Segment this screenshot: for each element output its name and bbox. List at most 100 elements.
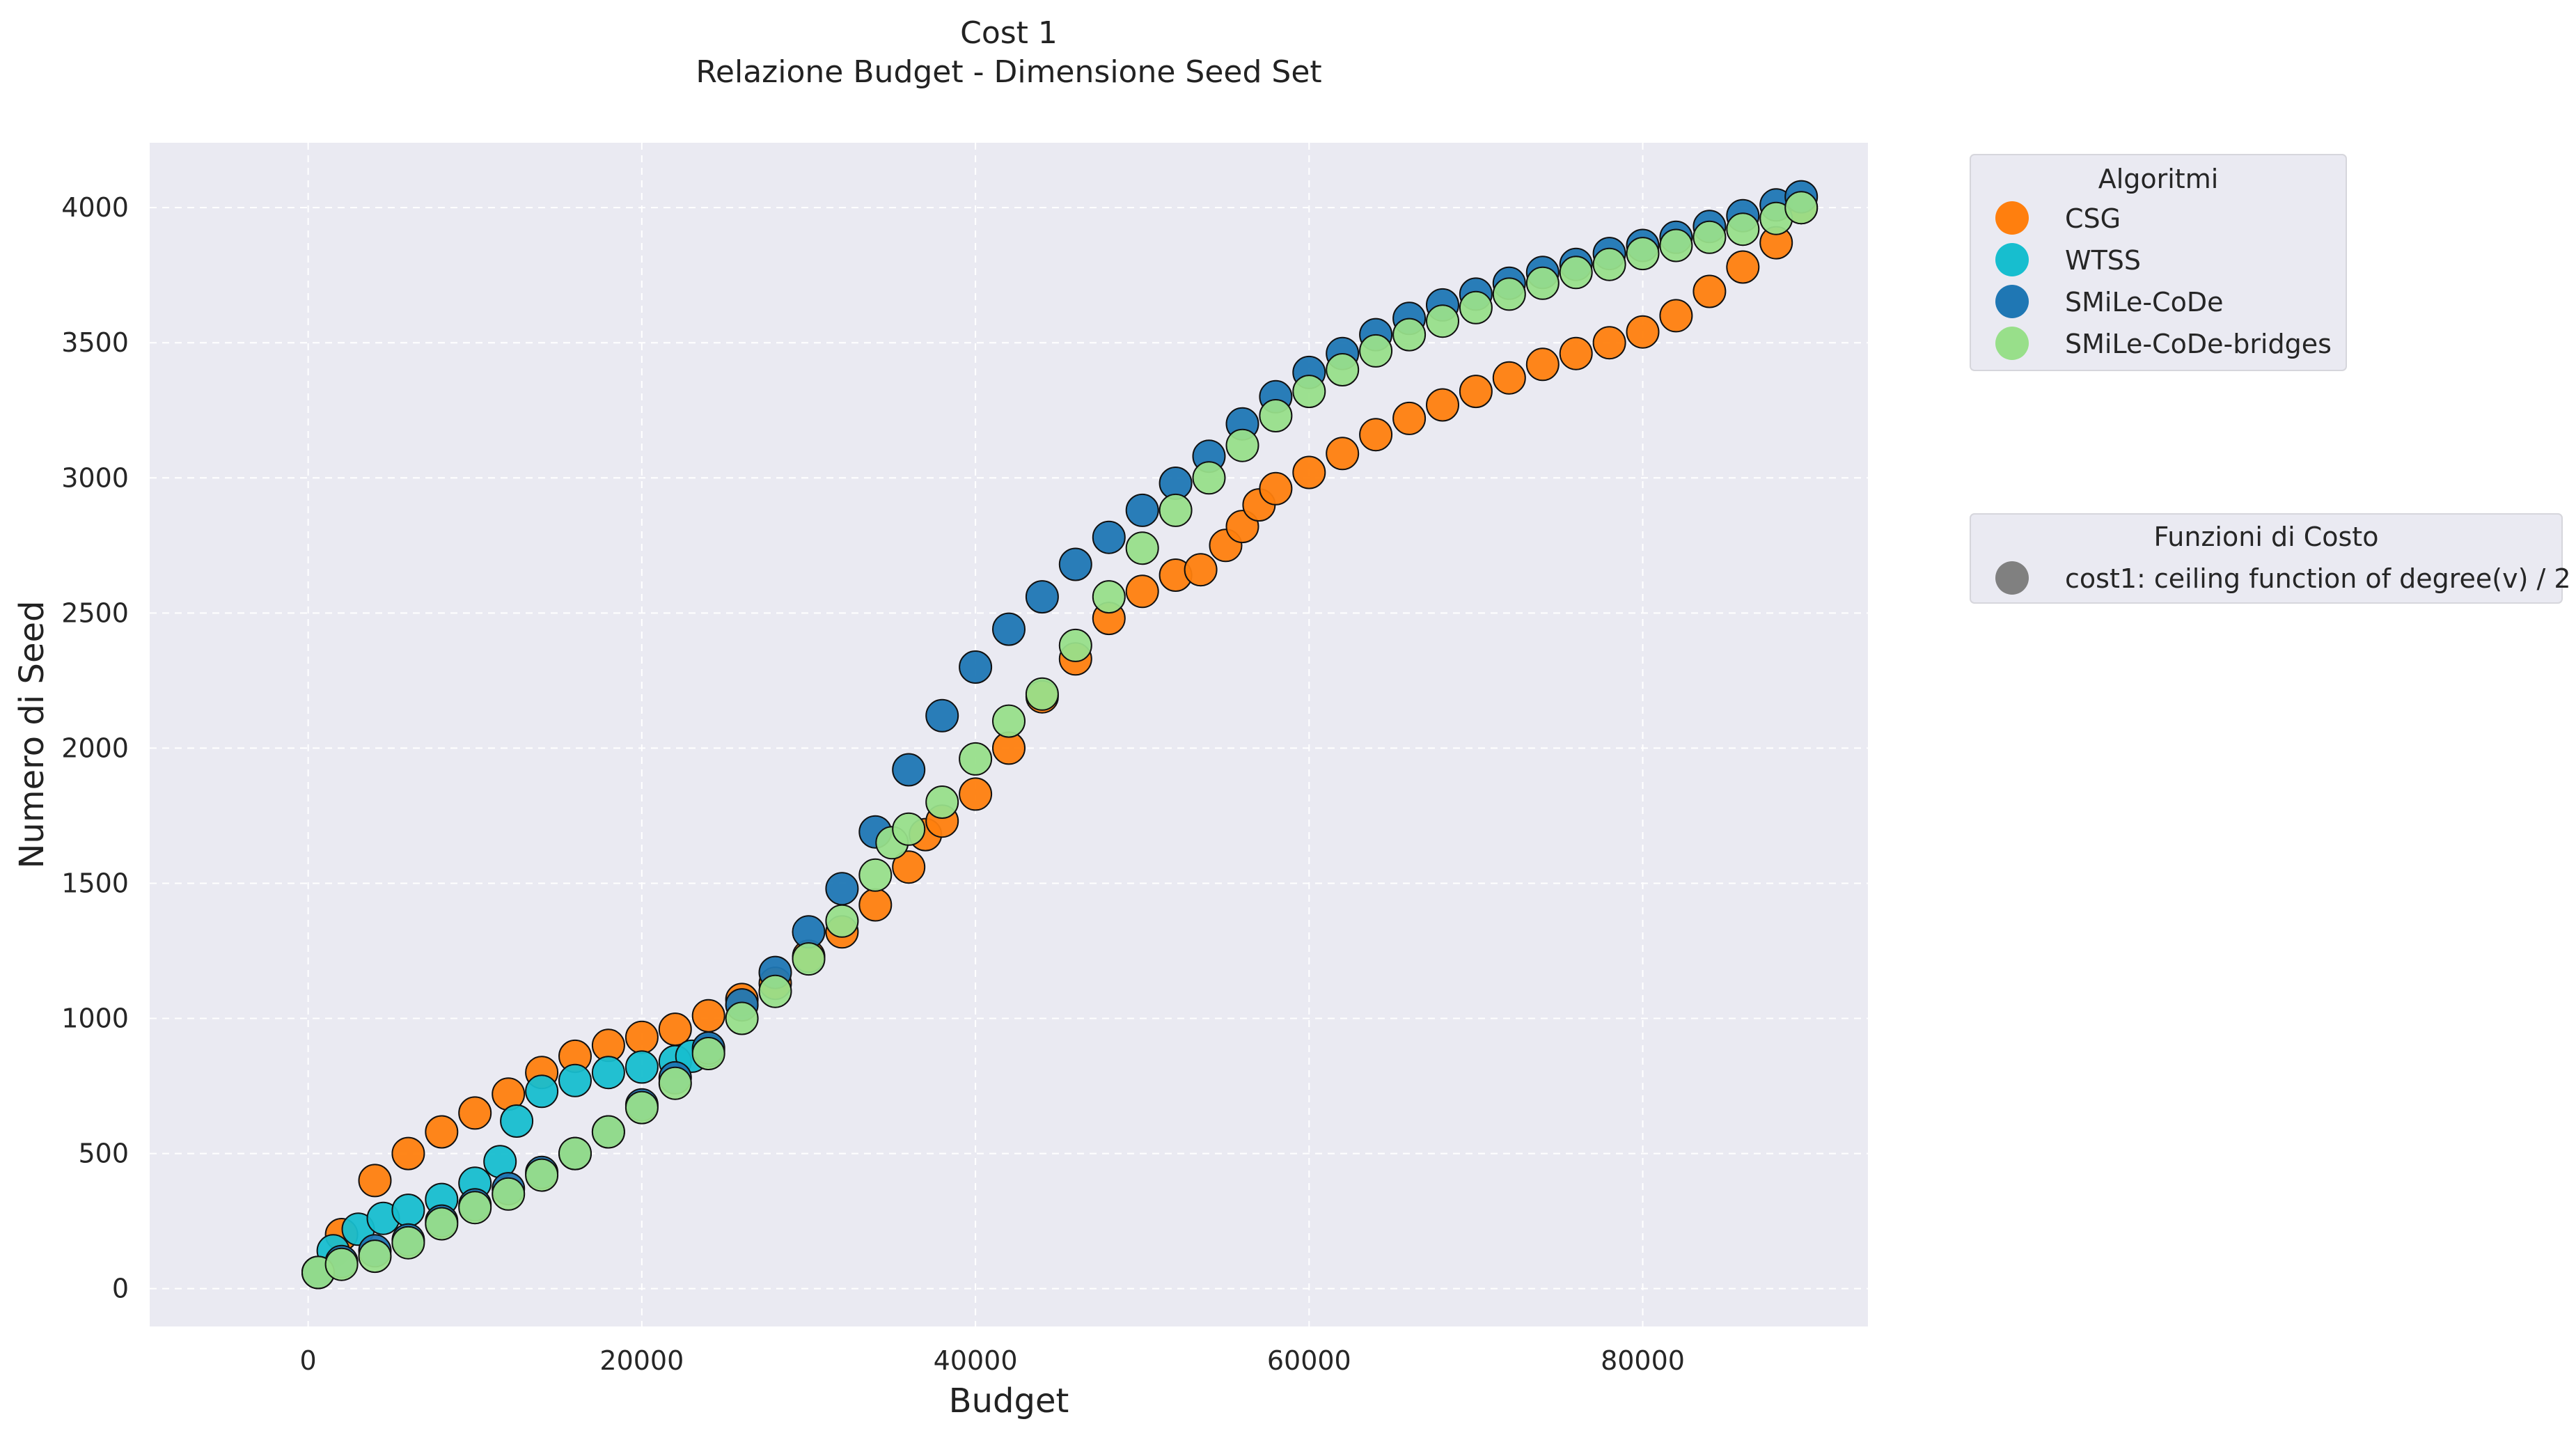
data-point-csg — [1525, 347, 1560, 382]
data-point-csg — [1426, 388, 1459, 422]
data-point-csg — [1326, 437, 1360, 471]
data-point-csg — [1392, 401, 1427, 435]
data-point-csg — [1292, 455, 1326, 490]
data-point-smile-code-bridges — [492, 1177, 526, 1211]
tick-labels: 0 20000 40000 60000 80000 0 500 1000 1500 2000 250… — [61, 192, 1685, 1376]
legend-label-csg: CSG — [2065, 203, 2121, 234]
series-smile-code-bridges — [301, 191, 1819, 1290]
data-point-smile-code-bridges — [925, 785, 959, 819]
legend-marker-wtss — [1995, 243, 2029, 276]
data-point-smile-code-bridges — [558, 1136, 592, 1171]
legend-funzioni-frame — [1970, 513, 2563, 604]
data-point-smile-code — [1092, 520, 1126, 554]
data-point-smile-code-bridges — [858, 858, 893, 892]
data-point-smile-code-bridges — [1726, 212, 1760, 246]
data-point-wtss — [391, 1194, 425, 1228]
data-point-smile-code-bridges — [1292, 375, 1326, 409]
data-point-csg — [391, 1136, 425, 1171]
data-point-csg — [1626, 315, 1660, 349]
data-point-csg — [1592, 326, 1626, 360]
data-point-smile-code-bridges — [1225, 428, 1259, 462]
x-tick-label: 20000 — [599, 1345, 684, 1376]
data-point-wtss — [500, 1104, 534, 1138]
data-point-csg — [358, 1164, 392, 1198]
data-point-smile-code — [959, 650, 993, 684]
data-point-csg — [658, 1012, 692, 1047]
data-point-smile-code-bridges — [458, 1191, 492, 1225]
data-point-smile-code-bridges — [1784, 191, 1819, 225]
data-point-smile-code-bridges — [959, 742, 993, 776]
data-point-csg — [1726, 250, 1760, 284]
data-point-smile-code-bridges — [892, 812, 926, 846]
legend-algoritmi-title: Algoritmi — [2098, 164, 2219, 194]
x-tick-label: 60000 — [1267, 1345, 1351, 1376]
data-point-smile-code-bridges — [758, 974, 792, 1008]
data-point-smile-code — [1125, 493, 1159, 527]
x-axis-label: Budget — [949, 1382, 1069, 1421]
data-point-smile-code — [1025, 580, 1059, 614]
data-point-smile-code-bridges — [1092, 580, 1126, 614]
data-point-smile-code-bridges — [825, 904, 859, 938]
data-point-smile-code-bridges — [1159, 493, 1193, 527]
data-point-wtss — [591, 1056, 625, 1090]
data-point-wtss — [525, 1074, 559, 1109]
data-point-smile-code-bridges — [1559, 256, 1593, 290]
y-tick-label: 3000 — [61, 462, 129, 493]
x-tick-label: 40000 — [934, 1345, 1018, 1376]
data-point-csg — [425, 1115, 459, 1149]
data-point-csg — [858, 888, 893, 922]
data-point-csg — [691, 999, 725, 1033]
data-point-csg — [625, 1020, 659, 1054]
data-point-csg — [1184, 553, 1218, 587]
y-tick-label: 3500 — [61, 327, 129, 358]
data-point-wtss — [558, 1063, 592, 1097]
data-point-smile-code-bridges — [992, 704, 1026, 738]
data-point-smile-code-bridges — [792, 942, 826, 976]
legend-funzioni-title: Funzioni di Costo — [2154, 522, 2379, 552]
data-point-smile-code-bridges — [1659, 228, 1693, 263]
data-point-smile-code-bridges — [1592, 247, 1626, 281]
y-tick-label: 1000 — [61, 1003, 129, 1034]
data-point-csg — [1659, 299, 1693, 333]
legend-label-smile-code: SMiLe-CoDe — [2065, 287, 2223, 318]
y-tick-label: 2500 — [61, 597, 129, 628]
data-point-csg — [1693, 274, 1727, 308]
data-point-csg — [959, 777, 993, 811]
legend-marker-smile-code-bridges — [1995, 327, 2029, 360]
legend-funzioni-di-costo: Funzioni di Costo cost1: ceiling functio… — [1970, 513, 2571, 604]
data-point-wtss — [625, 1050, 659, 1084]
data-point-csg — [1259, 471, 1293, 506]
chart-title: Cost 1 — [960, 15, 1058, 51]
legend-label-smile-code-bridges: SMiLe-CoDe-bridges — [2065, 329, 2332, 359]
legend-marker-cost1 — [1995, 561, 2029, 595]
data-point-smile-code-bridges — [691, 1037, 725, 1070]
data-point-smile-code-bridges — [324, 1247, 359, 1281]
data-point-smile-code — [825, 872, 859, 906]
x-tick-label: 80000 — [1601, 1345, 1685, 1376]
data-point-smile-code-bridges — [1058, 628, 1092, 662]
data-point-smile-code-bridges — [1693, 220, 1727, 254]
data-point-smile-code-bridges — [1626, 237, 1660, 271]
data-point-smile-code — [992, 612, 1026, 646]
legend-label-cost1: cost1: ceiling function of degree(v) / 2 — [2065, 563, 2571, 594]
data-point-smile-code-bridges — [1025, 677, 1059, 711]
data-point-smile-code-bridges — [625, 1090, 659, 1125]
data-point-csg — [458, 1096, 492, 1130]
data-point-csg — [1359, 418, 1393, 452]
series-csg — [301, 191, 1819, 1290]
data-point-smile-code-bridges — [525, 1158, 559, 1192]
legend-algoritmi-frame — [1970, 154, 2347, 371]
y-axis-label: Numero di Seed — [13, 601, 52, 869]
data-point-csg — [1459, 375, 1493, 409]
data-point-smile-code — [892, 753, 926, 787]
data-point-csg — [1125, 574, 1159, 609]
data-point-smile-code-bridges — [1492, 277, 1526, 311]
data-point-smile-code-bridges — [725, 1001, 759, 1035]
data-point-smile-code-bridges — [391, 1226, 425, 1260]
data-point-smile-code-bridges — [1459, 290, 1493, 324]
chart-subtitle: Relazione Budget - Dimensione Seed Set — [696, 54, 1321, 90]
data-point-smile-code-bridges — [658, 1066, 692, 1100]
y-tick-label: 500 — [78, 1138, 129, 1169]
data-point-smile-code — [1058, 547, 1092, 581]
